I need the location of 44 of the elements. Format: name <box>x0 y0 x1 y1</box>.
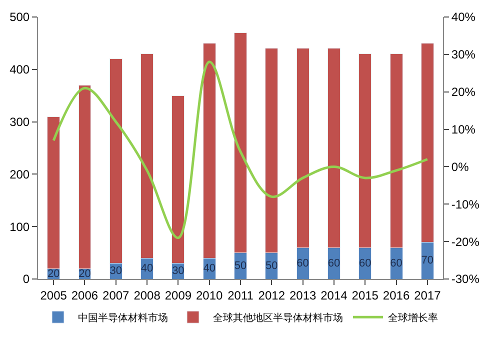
data-label: 20 <box>47 268 60 280</box>
x-tick-label: 2015 <box>352 288 379 302</box>
x-tick-label: 2009 <box>164 288 192 302</box>
data-label: 60 <box>328 257 340 270</box>
y-tick-label: 200 <box>10 167 30 182</box>
line-series <box>52 60 429 240</box>
y2-tick-label: -20% <box>451 234 480 249</box>
x-tick-label: 2011 <box>228 288 254 302</box>
y2-tick-label: -30% <box>451 272 480 286</box>
x-tick-label: 2016 <box>382 288 410 302</box>
x-tick-label: 2017 <box>414 288 442 302</box>
data-label: 40 <box>203 262 216 275</box>
y2-tick-label: 40% <box>451 10 476 24</box>
y2-tick-label: -10% <box>451 197 480 212</box>
data-label: 40 <box>140 262 154 275</box>
y-tick-label: 0 <box>22 272 30 286</box>
x-tick-label: 2006 <box>71 288 98 302</box>
y-tick-label: 100 <box>10 220 30 234</box>
legend-label: 全球增长率 <box>388 312 438 324</box>
y2-tick-label: 30% <box>451 48 476 62</box>
data-label: 60 <box>390 257 402 270</box>
x-tick-label: 2007 <box>102 288 130 302</box>
data-label: 50 <box>266 260 278 272</box>
x-tick-label: 2014 <box>320 288 348 302</box>
data-label: 60 <box>296 257 309 270</box>
x-tick-label: 2013 <box>289 288 316 302</box>
legend-label: 全球其他地区半导体材料市场 <box>213 312 343 324</box>
data-label: 70 <box>421 254 434 267</box>
legend-label: 中国半导体材料市场 <box>78 312 168 324</box>
y-tick-label: 400 <box>10 62 30 77</box>
data-label: 50 <box>234 260 247 272</box>
x-tick-label: 2008 <box>134 288 161 302</box>
data-label: 20 <box>78 268 91 280</box>
data-label: 30 <box>172 265 184 278</box>
y-tick-label: 300 <box>10 115 30 129</box>
x-tick-label: 2012 <box>258 288 286 302</box>
y2-tick-label: 20% <box>451 85 476 100</box>
y-tick-label: 500 <box>10 10 30 24</box>
data-label: 60 <box>358 257 372 270</box>
x-tick-label: 2010 <box>196 288 224 302</box>
x-tick-label: 2005 <box>40 288 68 302</box>
data-label: 30 <box>110 265 122 278</box>
y2-tick-label: 10% <box>451 122 476 136</box>
y2-tick-label: 0% <box>451 160 470 174</box>
